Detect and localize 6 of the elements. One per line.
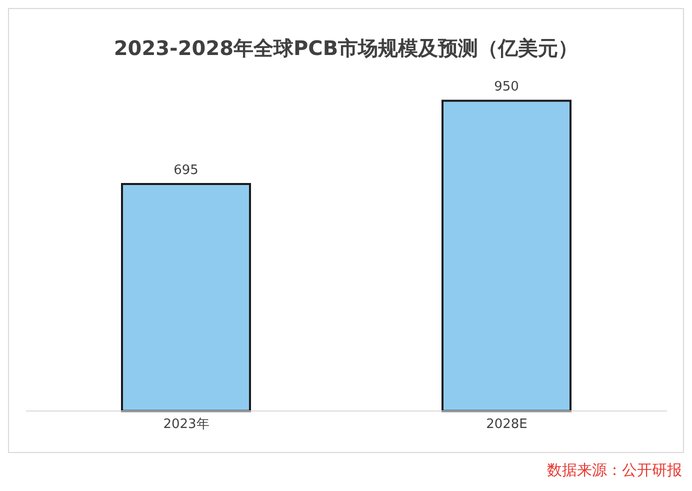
x-tick-label: 2023年 bbox=[163, 417, 210, 432]
data-label: 950 bbox=[494, 80, 519, 95]
data-label: 695 bbox=[174, 163, 198, 178]
source-note: 数据来源：公开研报 bbox=[546, 461, 683, 480]
chart-title: 2023-2028年全球PCB市场规模及预测（亿美元） bbox=[112, 35, 580, 62]
x-tick-label: 2028E bbox=[486, 417, 528, 432]
